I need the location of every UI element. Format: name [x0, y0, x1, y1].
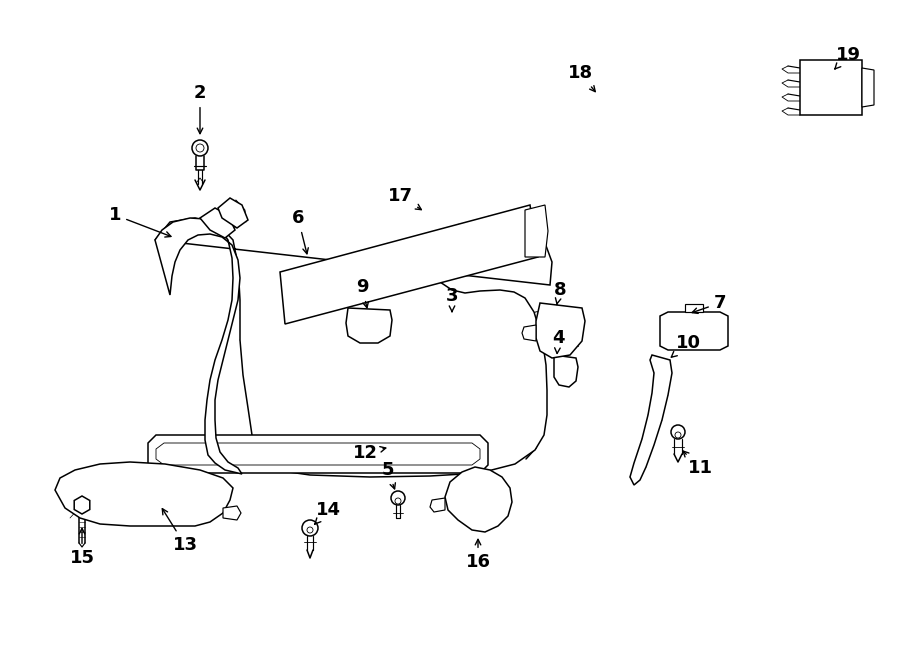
Text: 6: 6 [292, 209, 309, 254]
Text: 13: 13 [162, 509, 197, 554]
Text: 10: 10 [671, 334, 700, 357]
Text: 18: 18 [567, 64, 595, 92]
Text: 9: 9 [356, 278, 368, 308]
Polygon shape [74, 496, 90, 514]
Text: 2: 2 [194, 84, 206, 134]
Text: 17: 17 [388, 187, 421, 210]
Text: 16: 16 [465, 539, 491, 571]
Polygon shape [346, 308, 392, 343]
Polygon shape [630, 355, 672, 485]
Text: 11: 11 [683, 451, 713, 477]
Text: 4: 4 [552, 329, 564, 354]
Text: 5: 5 [382, 461, 395, 489]
Polygon shape [536, 303, 585, 358]
Polygon shape [155, 218, 552, 477]
Text: 3: 3 [446, 287, 458, 311]
Polygon shape [525, 205, 548, 257]
Text: 15: 15 [69, 528, 94, 567]
Text: 14: 14 [315, 501, 340, 524]
Text: 12: 12 [353, 444, 386, 462]
Polygon shape [148, 435, 488, 473]
Polygon shape [155, 218, 242, 474]
Text: 19: 19 [834, 46, 860, 69]
Polygon shape [685, 304, 703, 312]
Polygon shape [223, 506, 241, 520]
Polygon shape [430, 498, 445, 512]
Polygon shape [445, 467, 512, 532]
Polygon shape [280, 205, 538, 324]
Text: 8: 8 [554, 281, 566, 305]
Polygon shape [554, 355, 578, 387]
Polygon shape [200, 208, 235, 238]
Polygon shape [218, 198, 248, 228]
Text: 1: 1 [109, 206, 171, 237]
Polygon shape [55, 462, 233, 526]
Text: 7: 7 [692, 294, 726, 313]
Polygon shape [800, 60, 862, 115]
Polygon shape [522, 325, 536, 341]
Polygon shape [862, 68, 874, 107]
Polygon shape [660, 312, 728, 350]
